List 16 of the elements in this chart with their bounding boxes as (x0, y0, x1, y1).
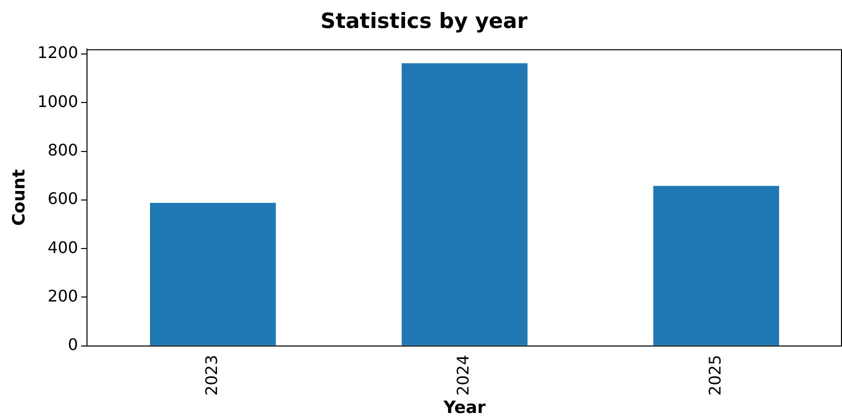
x-tick-label: 2024 (454, 354, 473, 396)
y-tick-label: 800 (48, 140, 78, 160)
y-tick-label: 1000 (37, 92, 78, 111)
y-axis-title: Count (10, 169, 30, 226)
y-tick-label: 200 (48, 286, 78, 306)
bar (150, 202, 276, 346)
y-tick-label: 1200 (37, 43, 78, 62)
y-tick-label: 600 (48, 189, 78, 208)
x-axis-title: Year (442, 398, 486, 418)
bar (653, 186, 780, 346)
x-tick-label: 2025 (705, 354, 724, 396)
y-tick-label: 400 (48, 238, 78, 257)
bar (402, 63, 528, 346)
x-tick-label: 2023 (202, 354, 222, 396)
y-tick-label: 0 (68, 335, 78, 354)
chart-title: Statistics by year (320, 9, 528, 34)
